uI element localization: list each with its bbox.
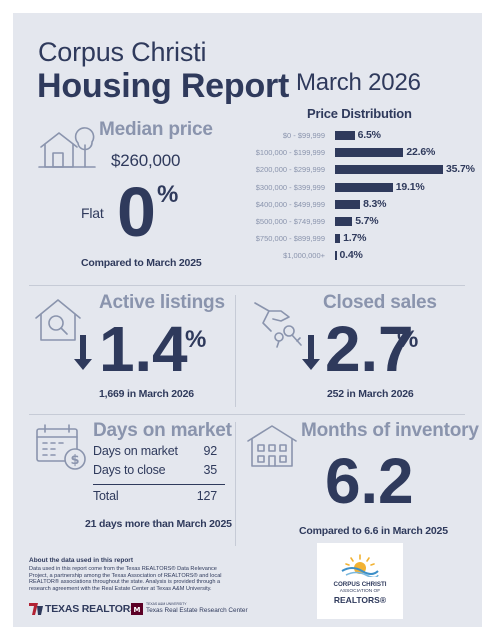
down-arrow-icon	[302, 335, 320, 370]
dom-total-label: Total	[93, 489, 119, 503]
report-title: Housing Report	[37, 67, 290, 105]
city-name: Corpus Christi	[38, 37, 207, 67]
closed-sales-change: 2.7	[325, 313, 414, 385]
dom-row-label: Days to close	[93, 463, 166, 477]
texas-realtors-mark-icon	[29, 603, 43, 615]
dist-category-label: $300,000 - $399,999	[255, 182, 325, 192]
dist-bar	[335, 217, 353, 226]
calendar-dollar-icon: $	[36, 424, 86, 470]
report-month: March 2026	[296, 69, 421, 96]
dist-bar	[335, 131, 355, 140]
dist-value-label: 8.3%	[363, 197, 387, 210]
dist-category-label: $200,000 - $299,999	[255, 165, 325, 175]
months-inventory-comparison: Compared to 6.6 in March 2025	[299, 525, 448, 537]
dist-bar	[335, 148, 404, 158]
dist-category-label: $100,000 - $199,999	[255, 148, 325, 158]
dist-value-label: 19.1%	[395, 180, 425, 193]
median-comparison: Compared to March 2025	[81, 257, 202, 269]
active-listings-heading: Active listings	[99, 292, 225, 313]
months-inventory-value: 6.2	[325, 445, 414, 517]
divider	[29, 285, 465, 286]
dist-category-label: $0 - $99,999	[282, 131, 325, 140]
dist-value-label: 1.7%	[343, 232, 367, 245]
dist-value-label: 0.4%	[339, 249, 363, 262]
median-direction-label: Flat	[81, 205, 104, 221]
local-association-logo: CORPUS CHRISTI ASSOCIATION OF REALTORS®	[317, 543, 403, 619]
about-text: Data used in this report come from the T…	[29, 566, 222, 592]
median-percent-sign: %	[157, 181, 179, 208]
divider	[29, 414, 465, 415]
dist-category-label: $400,000 - $499,999	[255, 199, 325, 209]
active-listings-change: 1.4	[99, 313, 188, 385]
dist-value-label: 6.5%	[357, 129, 381, 141]
dist-value-label: 35.7%	[446, 163, 475, 176]
about-heading: About the data used in this report	[29, 557, 134, 564]
active-listings-detail: 1,669 in March 2026	[99, 388, 194, 400]
dist-value-label: 5.7%	[355, 215, 379, 227]
research-center-small: TEXAS A&M UNIVERSITY	[146, 602, 187, 606]
table-total-rule	[93, 484, 225, 485]
local-logo-line3: REALTORS®	[333, 595, 387, 605]
svg-text:$: $	[70, 453, 79, 468]
house-magnifier-icon	[35, 299, 81, 341]
median-price-value: $260,000	[111, 151, 181, 170]
divider	[235, 295, 236, 407]
down-arrow-icon	[74, 335, 92, 370]
local-logo-line2: ASSOCIATION OF	[339, 589, 381, 594]
dist-value-label: 22.6%	[406, 146, 436, 159]
dist-bar	[335, 234, 341, 244]
local-logo-line1: CORPUS CHRISTI	[333, 581, 387, 588]
dist-bar	[335, 165, 443, 175]
divider	[235, 422, 236, 546]
active-listings-percent: %	[185, 326, 207, 353]
research-center-name: Texas Real Estate Research Center	[146, 607, 248, 614]
dist-category-label: $1,000,000+	[283, 251, 325, 261]
median-change-number: 0	[117, 173, 156, 251]
sun-wave-icon	[341, 554, 379, 577]
dist-bar	[335, 251, 337, 261]
svg-text:M: M	[134, 606, 141, 614]
months-inventory-heading: Months of inventory	[301, 420, 479, 441]
report-sheet: Corpus Christi Housing Report March 2026…	[13, 13, 482, 627]
dom-total-value: 127	[196, 489, 217, 503]
dom-row-label: Days on market	[93, 444, 178, 458]
texas-realtors-wordmark: TEXAS REALTORS	[45, 603, 137, 615]
house-building-icon	[247, 425, 297, 467]
price-distribution-heading: Price Distribution	[307, 106, 412, 121]
dom-row-value: 92	[203, 444, 217, 458]
texas-realtors-logo: TEXAS REALTORS	[29, 602, 137, 616]
research-center-logo: M TEXAS A&M UNIVERSITY Texas Real Estate…	[131, 601, 248, 617]
closed-sales-detail: 252 in March 2026	[327, 388, 414, 400]
closed-sales-heading: Closed sales	[323, 292, 437, 313]
dom-comparison: 21 days more than March 2025	[85, 518, 232, 530]
dist-category-label: $500,000 - $749,999	[255, 217, 325, 226]
dom-row-value: 35	[203, 463, 217, 477]
house-tree-icon	[38, 127, 96, 168]
price-distribution-chart: $0 - $99,999 6.5% $100,000 - $199,999 22.6%…	[13, 13, 482, 283]
median-price-heading: Median price	[99, 119, 213, 140]
dist-bar	[335, 182, 393, 192]
closed-sales-percent: %	[397, 326, 419, 353]
tamu-mark-icon: M	[131, 603, 143, 615]
dist-category-label: $750,000 - $899,999	[255, 234, 325, 244]
dist-bar	[335, 199, 361, 209]
days-on-market-heading: Days on market	[93, 420, 232, 441]
hand-keys-icon	[254, 302, 302, 348]
